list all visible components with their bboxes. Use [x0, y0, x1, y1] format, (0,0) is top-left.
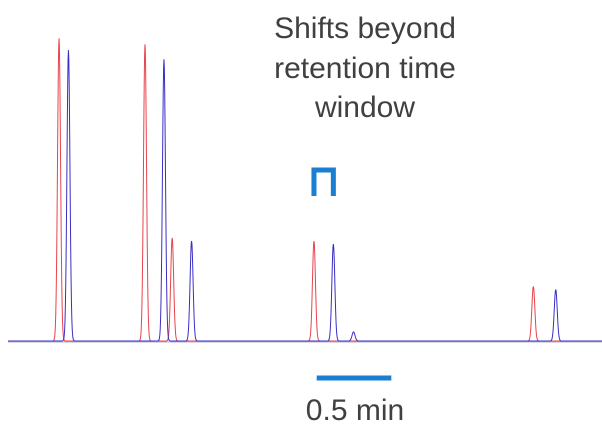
chromatogram-trace-2	[8, 50, 602, 342]
annotation-line-1: Shifts beyond	[274, 12, 456, 45]
chromatogram-traces	[8, 38, 602, 342]
annotation-line-3: window	[314, 91, 416, 124]
annotation-line-2: retention time	[274, 52, 456, 85]
scale-bar-label: 0.5 min	[305, 394, 405, 427]
shift-bracket-marker	[311, 167, 336, 196]
